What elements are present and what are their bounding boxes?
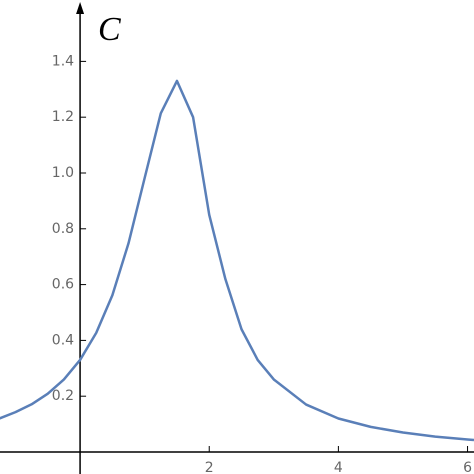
y-axis-label: C (98, 11, 121, 48)
y-tick-label: 0.8 (52, 221, 74, 237)
y-tick-label: 1.4 (52, 53, 74, 69)
y-axis-arrow (76, 2, 85, 14)
curve (0, 79, 474, 442)
x-tick-label: 4 (334, 460, 343, 474)
y-tick-label: 0.4 (52, 332, 74, 348)
y-tick-label: 0.2 (52, 388, 74, 404)
x-tick-label: 6 (463, 460, 472, 474)
y-tick-label: 1.2 (52, 109, 74, 125)
y-tick-label: 1.0 (52, 165, 74, 181)
x-tick-label: 2 (205, 460, 214, 474)
y-tick-label: 0.6 (52, 277, 74, 293)
